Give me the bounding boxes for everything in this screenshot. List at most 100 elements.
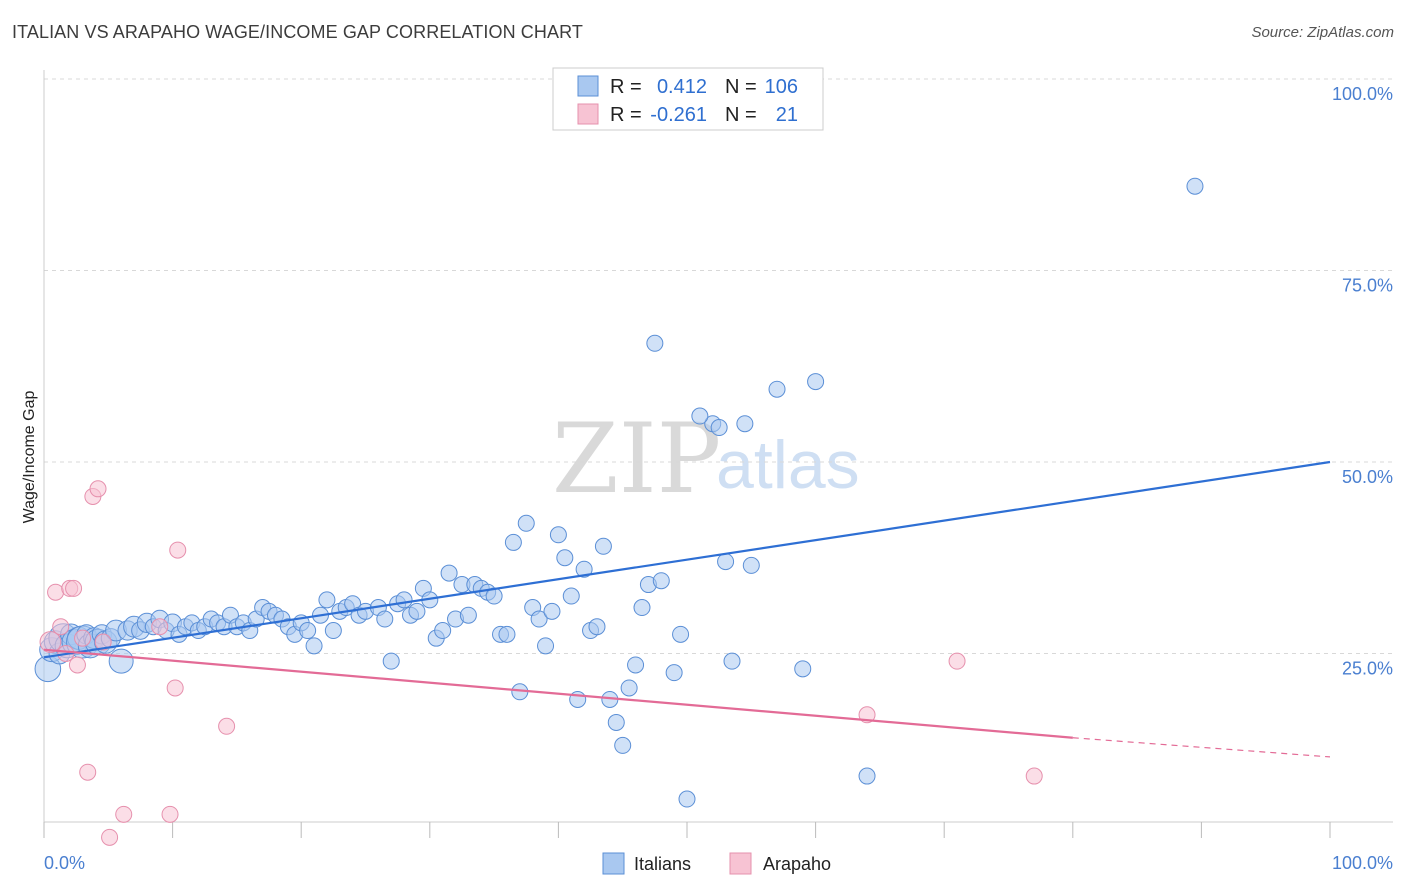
arapaho-point — [79, 763, 97, 781]
italians-point — [633, 599, 651, 617]
italians-point — [549, 526, 567, 544]
arapaho-point — [65, 579, 83, 597]
italians-point — [108, 648, 134, 674]
x-tick-label-max: 100.0% — [1332, 853, 1393, 873]
italians-point — [530, 610, 548, 628]
arapaho-r-label: R = — [610, 104, 642, 126]
italians-point — [652, 572, 670, 590]
x-tick-label-min: 0.0% — [44, 853, 85, 873]
italians-trend-line — [43, 460, 1331, 659]
italians-point — [504, 533, 522, 551]
y-tick-label-25: 25.0% — [1342, 659, 1393, 679]
arapaho-point — [1025, 767, 1043, 785]
source-label: Source: ZipAtlas.com — [1251, 24, 1394, 41]
arapaho-point — [47, 583, 65, 601]
italians-point — [440, 564, 458, 582]
series-legend: Italians Arapaho — [602, 852, 831, 875]
arapaho-trend-extension — [1072, 737, 1331, 758]
italians-point — [556, 549, 574, 567]
arapaho-point — [169, 541, 187, 559]
italians-point — [607, 713, 625, 731]
arapaho-trend-line — [43, 648, 1073, 739]
italians-point — [498, 625, 516, 643]
x-ticks — [43, 822, 1331, 838]
y-tick-label-100: 100.0% — [1332, 84, 1393, 104]
italians-r-label: R = — [610, 76, 642, 98]
italians-point — [434, 622, 452, 640]
italians-point — [723, 652, 741, 670]
y-tick-label-75: 75.0% — [1342, 276, 1393, 296]
stats-legend: R = 0.412 N = 106 R = -0.261 N = 21 — [552, 67, 824, 131]
italians-point — [678, 790, 696, 808]
italians-point — [594, 537, 612, 555]
italians-point — [562, 587, 580, 605]
italians-bottom-swatch — [602, 852, 625, 875]
arapaho-point — [151, 618, 169, 636]
italians-point — [736, 415, 754, 433]
y-tick-label-50: 50.0% — [1342, 467, 1393, 487]
arapaho-point — [52, 618, 70, 636]
arapaho-legend-label: Arapaho — [763, 854, 831, 874]
arapaho-point — [101, 828, 119, 846]
italians-point — [620, 679, 638, 697]
trend-lines — [43, 460, 1331, 758]
arapaho-point — [115, 805, 133, 823]
italians-legend-label: Italians — [634, 854, 691, 874]
italians-point — [305, 637, 323, 655]
watermark: ZIP atlas — [552, 403, 860, 515]
arapaho-point — [89, 480, 107, 498]
italians-point — [376, 610, 394, 628]
italians-point — [517, 514, 535, 532]
italians-point — [614, 736, 632, 754]
italians-point — [858, 767, 876, 785]
y-axis-title: Wage/Income Gap — [21, 391, 38, 524]
italians-point — [543, 602, 561, 620]
italians-point — [691, 407, 709, 425]
italians-n-value: 106 — [765, 76, 798, 98]
arapaho-bottom-swatch — [729, 852, 752, 875]
italians-point — [807, 373, 825, 391]
chart-title: ITALIAN VS ARAPAHO WAGE/INCOME GAP CORRE… — [12, 22, 583, 42]
italians-point — [395, 591, 413, 609]
italians-point — [382, 652, 400, 670]
arapaho-point — [166, 679, 184, 697]
arapaho-point — [218, 717, 236, 735]
italians-point — [299, 622, 317, 640]
italians-point — [324, 622, 342, 640]
italians-point — [742, 556, 760, 574]
arapaho-point — [94, 633, 112, 651]
arapaho-point — [161, 805, 179, 823]
arapaho-point — [39, 631, 62, 653]
arapaho-n-value: 21 — [776, 104, 798, 126]
arapaho-series — [39, 480, 1043, 846]
italians-point — [768, 380, 786, 398]
arapaho-r-value: -0.261 — [650, 104, 707, 126]
italians-point — [588, 618, 606, 636]
italians-point — [459, 606, 477, 624]
italians-r-value: 0.412 — [657, 76, 707, 98]
arapaho-point — [948, 652, 966, 670]
axes — [43, 70, 1393, 823]
arapaho-legend-swatch — [577, 103, 599, 125]
italians-point — [672, 625, 690, 643]
italians-point — [1186, 177, 1204, 195]
italians-point — [318, 591, 336, 609]
arapaho-n-label: N = — [725, 104, 757, 126]
italians-point — [537, 637, 555, 655]
arapaho-point — [68, 656, 86, 674]
italians-n-label: N = — [725, 76, 757, 98]
italians-point — [575, 560, 593, 578]
italians-point — [408, 602, 426, 620]
italians-point — [646, 334, 664, 352]
italians-point — [710, 419, 728, 437]
italians-point — [794, 660, 812, 678]
italians-point — [665, 664, 683, 682]
italians-point — [717, 553, 735, 571]
gridlines — [44, 78, 1393, 654]
italians-point — [627, 656, 645, 674]
watermark-zip: ZIP — [552, 403, 721, 515]
arapaho-point — [74, 629, 92, 647]
y-tick-labels: 25.0% 50.0% 75.0% 100.0% — [1332, 84, 1393, 679]
italians-legend-swatch — [577, 75, 599, 97]
